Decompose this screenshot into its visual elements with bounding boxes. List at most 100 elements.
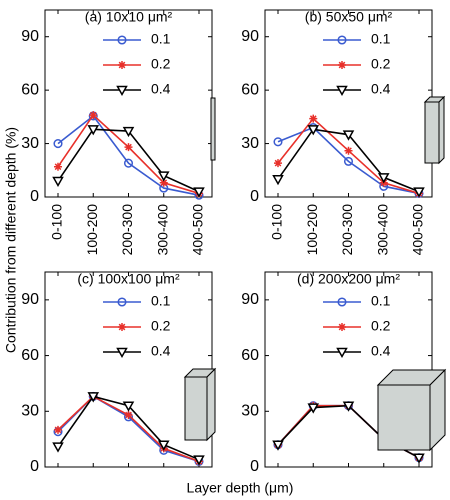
y-tick-label: 60 <box>21 81 39 98</box>
icon-box-side <box>438 95 445 165</box>
data-point <box>157 440 170 451</box>
data-point <box>54 162 62 171</box>
data-point <box>272 440 284 451</box>
data-point <box>123 158 134 168</box>
data-point <box>272 174 284 186</box>
legend-label: 0.1 <box>151 293 171 309</box>
x-tick-label: 300-400 <box>374 204 390 256</box>
y-axis-label: Contribution from different depth (%) <box>3 127 19 353</box>
data-point <box>87 125 100 136</box>
legend-marker <box>118 323 126 331</box>
data-point <box>274 159 282 168</box>
x-tick-label: 0-100 <box>49 204 65 240</box>
x-tick-label: 200-300 <box>339 204 355 256</box>
legend-label: 0.2 <box>151 318 171 334</box>
y-tick-label: 30 <box>21 403 39 420</box>
data-point <box>309 114 318 123</box>
y-tick-label: 90 <box>241 291 259 308</box>
legend-label: 0.2 <box>371 56 391 72</box>
data-point <box>342 401 355 412</box>
legend-label: 0.2 <box>151 56 171 72</box>
legend-marker <box>336 85 348 97</box>
icon-bar <box>210 97 216 161</box>
x-tick-label: 200-300 <box>119 204 135 256</box>
data-point <box>54 425 62 434</box>
y-tick-label: 60 <box>241 347 259 364</box>
y-tick-label: 60 <box>241 81 259 98</box>
y-tick-label: 30 <box>241 135 259 152</box>
y-tick-label: 30 <box>241 403 259 420</box>
data-point <box>342 130 355 141</box>
legend-marker <box>117 35 127 45</box>
legend-marker <box>116 85 128 97</box>
data-point <box>52 176 64 188</box>
data-point <box>193 187 205 198</box>
legend-label: 0.4 <box>151 81 171 97</box>
data-point <box>87 392 100 403</box>
data-point <box>193 455 205 466</box>
x-tick-label: 100-200 <box>84 204 100 256</box>
legend-marker <box>116 347 128 359</box>
y-tick-label: 90 <box>21 28 39 45</box>
legend-marker <box>338 61 346 69</box>
panel-title: (a) 10x10 μm² <box>85 9 173 25</box>
series-line <box>57 128 200 193</box>
x-tick-label: 300-400 <box>154 204 170 256</box>
data-point <box>307 125 320 136</box>
panel-title: (b) 50x50 μm² <box>305 9 393 25</box>
legend-marker <box>118 61 126 69</box>
data-point <box>377 173 390 184</box>
legend-marker <box>337 297 347 307</box>
icon-box-front <box>377 384 431 451</box>
legend-marker <box>338 323 346 331</box>
icon-box-front <box>184 376 208 441</box>
x-tick-label: 400-500 <box>410 204 426 256</box>
legend-marker <box>336 347 348 359</box>
y-tick-label: 30 <box>21 135 39 152</box>
y-tick-label: 0 <box>250 458 259 475</box>
data-point <box>157 171 170 182</box>
data-point <box>122 401 135 412</box>
legend-label: 0.4 <box>151 343 171 359</box>
legend-label: 0.1 <box>151 31 171 47</box>
data-point <box>124 143 133 152</box>
legend-label: 0.2 <box>371 318 391 334</box>
x-tick-label: 100-200 <box>304 204 320 256</box>
data-point <box>344 146 353 155</box>
y-tick-label: 90 <box>241 28 259 45</box>
data-point <box>122 126 135 138</box>
data-point <box>52 442 64 453</box>
y-tick-label: 0 <box>250 188 259 205</box>
series-line <box>57 114 200 197</box>
x-tick-label: 0-100 <box>269 204 285 240</box>
x-tick-label: 400-500 <box>190 204 206 256</box>
y-tick-label: 60 <box>21 347 39 364</box>
y-tick-label: 0 <box>30 458 39 475</box>
legend-label: 0.4 <box>371 343 391 359</box>
y-tick-label: 0 <box>30 188 39 205</box>
icon-box-side <box>206 367 216 442</box>
legend-marker <box>117 297 127 307</box>
icons <box>183 95 447 452</box>
data-point <box>413 453 425 464</box>
data-point <box>89 111 98 120</box>
x-axis-label: Layer depth (μm) <box>187 480 294 496</box>
y-tick-label: 90 <box>21 291 39 308</box>
data-point <box>124 411 133 419</box>
panel-title: (d) 200x200 μm² <box>297 271 400 287</box>
data-point <box>307 403 320 414</box>
data-point <box>159 178 168 187</box>
panel-title: (c) 100x100 μm² <box>77 271 180 287</box>
icon-box-front <box>424 101 440 164</box>
legend-marker <box>337 35 347 45</box>
legend-label: 0.4 <box>371 81 391 97</box>
data-point <box>273 137 283 147</box>
data-point <box>343 156 354 166</box>
legend-label: 0.1 <box>371 293 391 309</box>
series-line <box>277 117 420 195</box>
data-point <box>53 139 63 149</box>
legend-label: 0.1 <box>371 31 391 47</box>
data-point <box>413 187 425 198</box>
plot-frame <box>44 9 213 198</box>
